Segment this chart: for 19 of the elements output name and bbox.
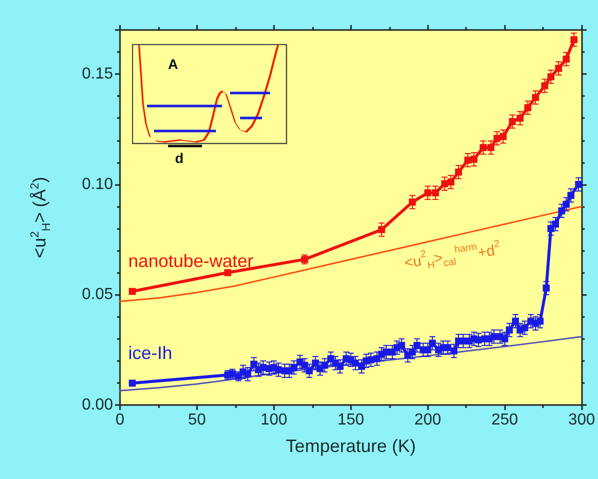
x-tick-label: 50 xyxy=(188,412,206,428)
x-tick-label: 200 xyxy=(414,412,442,428)
y-tick-label: 0.10 xyxy=(82,176,114,193)
x-tick-label: 300 xyxy=(568,412,596,428)
line-series xyxy=(119,206,582,302)
annotation: A xyxy=(168,56,178,72)
annotation: <u2H>calharm+d2 xyxy=(403,238,501,272)
line-series xyxy=(119,336,582,392)
x-tick-label: 0 xyxy=(116,412,125,428)
x-tick-label: 250 xyxy=(491,412,518,428)
y-tick-label: 0.15 xyxy=(82,66,114,83)
x-tick-label: 100 xyxy=(260,412,288,428)
series-label: ice-Ih xyxy=(128,342,172,364)
annotation: d xyxy=(175,150,184,166)
y-tick-label: 0.00 xyxy=(82,396,114,414)
y-tick-label: 0.05 xyxy=(82,286,114,304)
x-tick-label: 150 xyxy=(337,412,364,428)
series-label: nanotube-water xyxy=(128,250,254,272)
x-axis-title: Temperature (K) xyxy=(286,436,416,456)
